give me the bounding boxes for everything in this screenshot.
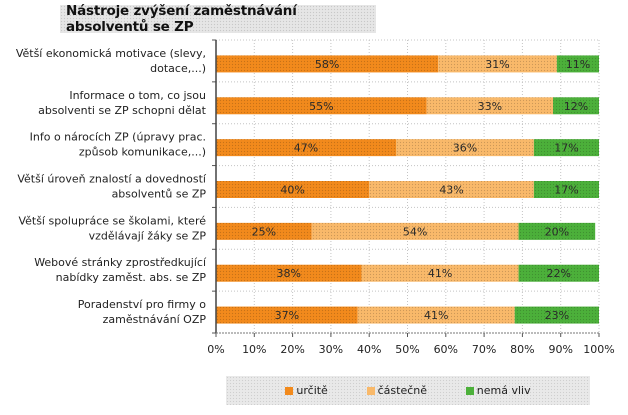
bar-segment — [438, 55, 557, 73]
bar-segment — [357, 306, 515, 324]
x-tick-label: 80% — [510, 343, 534, 356]
data-label: 37% — [275, 309, 299, 322]
legend-item-nema-vliv: nemá vliv — [465, 384, 531, 397]
bar-segment — [533, 139, 599, 157]
legend-swatch-castecne — [366, 386, 375, 395]
data-label: 47% — [294, 142, 318, 155]
legend-item-castecne: částečně — [366, 384, 427, 397]
bar-segment — [426, 97, 554, 115]
category-label: nabídky zaměst. abs. se ZP — [56, 271, 207, 284]
data-label: 11% — [566, 58, 590, 71]
legend: určitě částečně nemá vliv — [226, 376, 590, 405]
category-label: Webové stránky zprostředkující — [34, 256, 207, 269]
chart-title: Nástroje zvýšení zaměstnávání absolventů… — [66, 3, 297, 35]
axes: 0% 10% 20% 30% 40% 50% 60% 70% 80% 90% 100% — [207, 39, 615, 356]
category-label: absolventi se ZP schopni dělat — [38, 104, 207, 117]
data-label: 20% — [545, 225, 569, 238]
category-label: absolventů se ZP — [112, 188, 207, 201]
x-tick-label: 60% — [434, 343, 458, 356]
bar-segment — [518, 222, 596, 240]
data-label: 55% — [309, 100, 333, 113]
data-label: 36% — [453, 142, 477, 155]
bar-segment — [216, 55, 439, 73]
data-label: 12% — [564, 100, 588, 113]
x-tick-label: 20% — [280, 343, 304, 356]
bar-segment — [216, 222, 312, 240]
data-label: 31% — [485, 58, 509, 71]
category-label: zaměstnávání OZP — [103, 313, 207, 326]
data-label: 43% — [439, 184, 463, 197]
category-label: Informace o tom, co jsou — [69, 89, 206, 102]
bar-segment — [369, 181, 534, 198]
bar-segment — [518, 264, 599, 282]
data-label: 38% — [277, 267, 301, 280]
x-tick-label: 10% — [242, 343, 266, 356]
category-label: dotace,...) — [150, 62, 206, 75]
bar-segment — [311, 222, 519, 240]
legend-item-urcite: určitě — [285, 384, 328, 397]
legend-label-nema-vliv: nemá vliv — [476, 384, 531, 397]
category-label: způsob komunikace,...) — [79, 146, 206, 159]
category-label: Poradenství pro firmy o — [78, 298, 207, 311]
bar-segment — [216, 139, 397, 157]
bar-segment — [216, 264, 362, 282]
legend-label-urcite: určitě — [296, 384, 328, 397]
bar-segment — [556, 55, 599, 73]
data-label: 33% — [478, 100, 502, 113]
data-label: 41% — [424, 309, 448, 322]
bar-segment — [361, 264, 519, 282]
category-label: Větší spolupráce se školami, které — [18, 214, 206, 227]
legend-swatch-nema-vliv — [465, 386, 474, 395]
bar-segment — [216, 181, 370, 198]
x-tick-label: 100% — [583, 343, 614, 356]
bar-segment — [216, 97, 427, 115]
data-label: 41% — [428, 267, 452, 280]
x-tick-label: 90% — [548, 343, 572, 356]
data-label: 17% — [554, 142, 578, 155]
bar-segment — [396, 139, 534, 157]
x-tick-label: 0% — [207, 343, 224, 356]
data-label: 17% — [554, 184, 578, 197]
data-label: 22% — [547, 267, 571, 280]
x-tick-label: 70% — [472, 343, 496, 356]
data-label: 23% — [545, 309, 569, 322]
x-tick-label: 50% — [395, 343, 419, 356]
data-label: 54% — [403, 225, 427, 238]
category-labels: Větší ekonomická motivace (slevy, dotace,… — [16, 47, 207, 326]
bar-segment — [216, 306, 358, 324]
bar-segment — [553, 97, 599, 115]
data-label: 58% — [315, 58, 339, 71]
x-tick-label: 40% — [357, 343, 381, 356]
category-label: Větší ekonomická motivace (slevy, — [16, 47, 206, 60]
legend-swatch-urcite — [285, 386, 294, 395]
data-label: 25% — [252, 225, 276, 238]
chart-title-box: Nástroje zvýšení zaměstnávání absolventů… — [60, 3, 376, 35]
category-label: Info o nárocích ZP (úpravy prac. — [30, 131, 206, 144]
data-label: 40% — [280, 184, 304, 197]
bars: 58% 31% 11% 55% 33% 12% 47% 36% 17% 40% 43% 17% 25% 5… — [216, 55, 599, 324]
gridlines — [216, 39, 600, 334]
bar-segment — [533, 181, 599, 198]
category-label: Větší úroveň znalostí a dovedností — [17, 173, 207, 186]
legend-label-castecne: částečně — [377, 384, 427, 397]
x-tick-label: 30% — [319, 343, 343, 356]
category-label: vzdělávají žáky se ZP — [89, 229, 207, 242]
bar-segment — [514, 306, 599, 324]
